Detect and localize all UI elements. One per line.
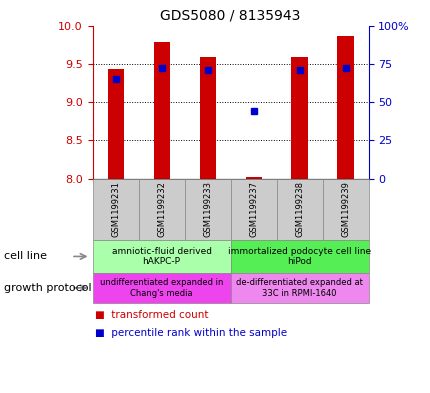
Text: GSM1199237: GSM1199237 [249, 181, 258, 237]
Text: cell line: cell line [4, 252, 47, 261]
Text: GSM1199232: GSM1199232 [157, 181, 166, 237]
Text: GSM1199231: GSM1199231 [111, 181, 120, 237]
Text: GSM1199238: GSM1199238 [295, 181, 303, 237]
Text: GSM1199233: GSM1199233 [203, 181, 212, 237]
Text: ■  percentile rank within the sample: ■ percentile rank within the sample [95, 328, 286, 338]
Bar [291, 57, 307, 179]
Text: immortalized podocyte cell line
hiPod: immortalized podocyte cell line hiPod [227, 247, 370, 266]
Title: GDS5080 / 8135943: GDS5080 / 8135943 [160, 9, 300, 23]
Text: GSM1199239: GSM1199239 [340, 181, 349, 237]
Bar [108, 69, 123, 179]
Bar [153, 42, 169, 179]
Bar [337, 35, 353, 179]
Text: amniotic-fluid derived
hAKPC-P: amniotic-fluid derived hAKPC-P [111, 247, 211, 266]
Bar [245, 177, 261, 179]
Text: de-differentiated expanded at
33C in RPMI-1640: de-differentiated expanded at 33C in RPM… [236, 278, 362, 298]
Bar [199, 57, 215, 179]
Text: growth protocol: growth protocol [4, 283, 92, 293]
Text: undifferentiated expanded in
Chang's media: undifferentiated expanded in Chang's med… [100, 278, 223, 298]
Text: ■  transformed count: ■ transformed count [95, 310, 208, 320]
